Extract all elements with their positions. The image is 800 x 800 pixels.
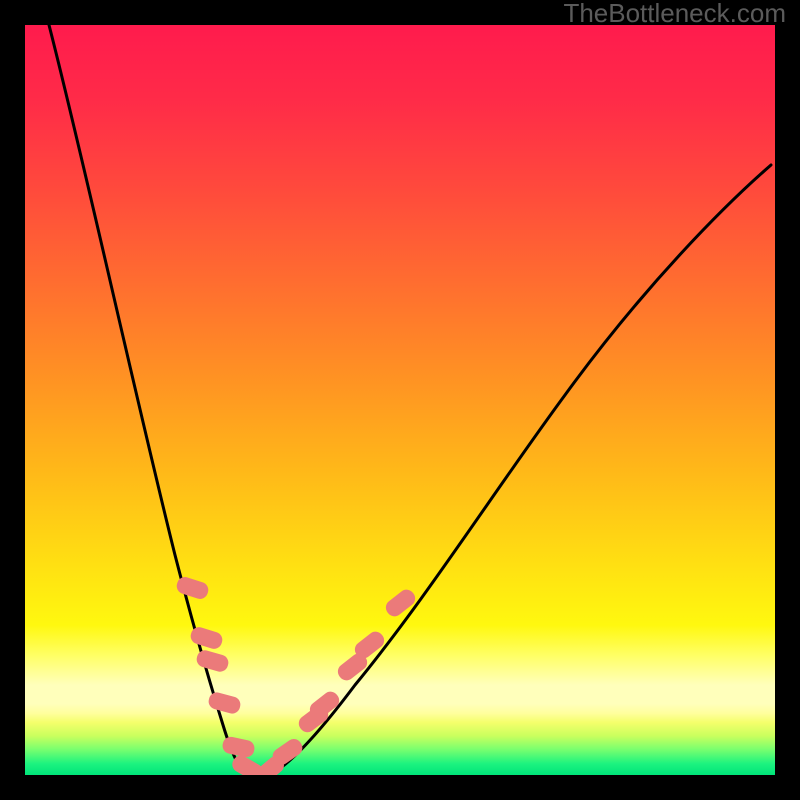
bead-marker: [174, 575, 210, 601]
plot-area: [25, 25, 775, 775]
bead-marker: [188, 625, 224, 651]
bead-marker: [382, 586, 418, 619]
bead-marker: [206, 691, 241, 716]
bead-markers: [25, 25, 775, 775]
watermark-text: TheBottleneck.com: [563, 0, 786, 29]
bead-marker: [194, 648, 229, 673]
chart-container: TheBottleneck.com: [0, 0, 800, 800]
